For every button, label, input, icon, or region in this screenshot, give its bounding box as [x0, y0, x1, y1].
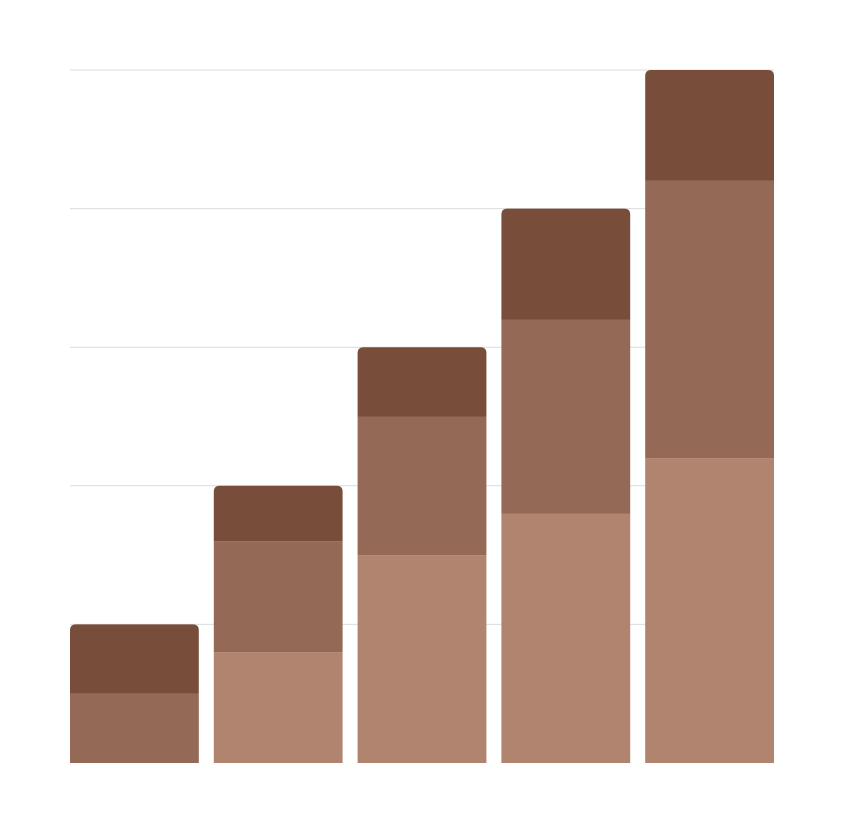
bar-segment-3-3 [357, 347, 487, 417]
bars [70, 70, 774, 763]
bar-segment-4-1 [501, 513, 631, 763]
bar-segment-5-3 [645, 70, 774, 181]
bar-segment-4-3 [501, 208, 631, 320]
bar-segment-2-2 [213, 541, 343, 653]
bar-segment-5-1 [645, 458, 774, 763]
bar-segment-3-2 [357, 416, 487, 556]
bar-segment-4-2 [501, 319, 631, 514]
bar-segment-2-1 [213, 652, 343, 763]
bar-segment-1-2 [70, 693, 199, 763]
bar-segment-3-1 [357, 555, 487, 763]
bar-segment-1-3 [70, 624, 199, 694]
bar-segment-5-2 [645, 180, 774, 459]
bar-segment-2-3 [213, 485, 343, 542]
